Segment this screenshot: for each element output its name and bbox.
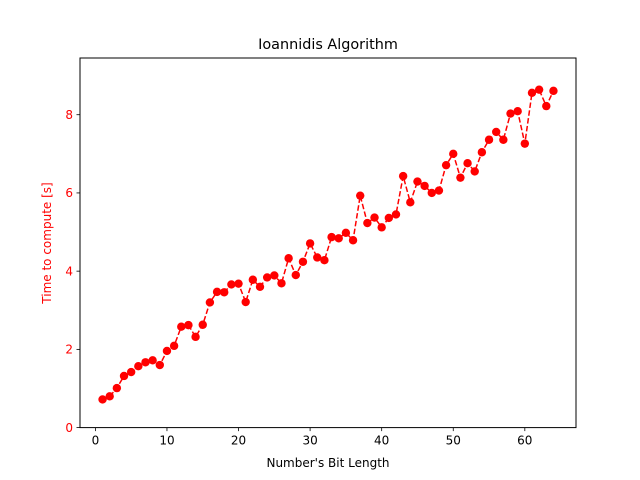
data-point [484, 135, 494, 144]
data-point [255, 282, 265, 291]
data-point [105, 392, 114, 401]
data-point [270, 271, 279, 280]
data-point [155, 360, 164, 370]
data-point [449, 149, 458, 159]
data-point [384, 213, 394, 223]
data-point [313, 253, 322, 262]
data-point [470, 167, 479, 176]
data-point [391, 210, 401, 219]
data-point [126, 367, 136, 377]
data-point [227, 280, 236, 289]
x-axis-label: Number's Bit Length [266, 456, 389, 470]
data-point [162, 346, 172, 356]
data-point [177, 322, 186, 331]
y-tick-label: 2 [65, 343, 73, 357]
data-point [356, 191, 365, 200]
data-point [220, 288, 229, 297]
data-point [542, 101, 551, 111]
data-point [506, 109, 515, 118]
data-point [434, 186, 444, 195]
data-point [298, 257, 308, 266]
data-point [291, 270, 300, 280]
data-point [112, 383, 122, 393]
y-tick-label: 8 [65, 108, 73, 122]
data-point [248, 275, 258, 284]
data-point [141, 358, 150, 367]
x-tick-label: 60 [517, 434, 532, 448]
data-point [205, 298, 215, 307]
data-point [241, 297, 250, 307]
data-point [348, 236, 358, 245]
data-point [119, 371, 129, 381]
y-tick-label: 4 [65, 264, 73, 278]
data-point [441, 160, 451, 170]
data-point [370, 213, 379, 222]
data-point [234, 279, 243, 288]
data-point [534, 85, 544, 94]
data-point [284, 254, 293, 263]
data-point [420, 181, 429, 191]
y-tick-label: 0 [65, 421, 73, 435]
data-point [520, 139, 530, 148]
data-point [191, 332, 200, 342]
data-point [134, 362, 143, 371]
data-point [377, 223, 386, 232]
data-point [398, 171, 408, 181]
data-point [198, 320, 207, 329]
data-point [527, 88, 537, 98]
data-point [492, 127, 501, 137]
data-point [477, 148, 487, 157]
x-tick-label: 50 [446, 434, 461, 448]
plot-area [98, 85, 558, 404]
data-point [327, 232, 336, 242]
data-point [169, 341, 179, 351]
data-point [262, 273, 272, 282]
axis-ticks: 0 10 20 30 40 50 60 0 2 4 6 8 [65, 108, 532, 448]
x-tick-label: 10 [159, 434, 174, 448]
data-point [277, 279, 286, 288]
data-point [363, 218, 372, 228]
data-point [305, 239, 315, 248]
data-point [499, 135, 508, 144]
x-tick-label: 30 [302, 434, 317, 448]
data-point [456, 173, 465, 182]
data-point [148, 356, 157, 365]
x-tick-label: 0 [92, 434, 100, 448]
data-point [427, 188, 436, 198]
axes-frame [79, 57, 577, 429]
data-point [463, 159, 472, 168]
data-point [98, 395, 107, 404]
x-tick-label: 40 [374, 434, 389, 448]
x-tick-label: 20 [231, 434, 246, 448]
series-line [102, 88, 555, 401]
chart-title: Ioannidis Algorithm [258, 37, 398, 53]
data-point [549, 86, 558, 96]
data-point [341, 228, 351, 238]
data-point [334, 234, 343, 243]
data-point [406, 198, 415, 207]
y-axis-label: Time to compute [s] [40, 182, 54, 304]
data-point [320, 256, 329, 265]
data-point [513, 106, 522, 116]
y-tick-label: 6 [65, 186, 73, 200]
data-point [212, 287, 222, 297]
data-point [413, 177, 422, 186]
data-point [184, 320, 193, 330]
